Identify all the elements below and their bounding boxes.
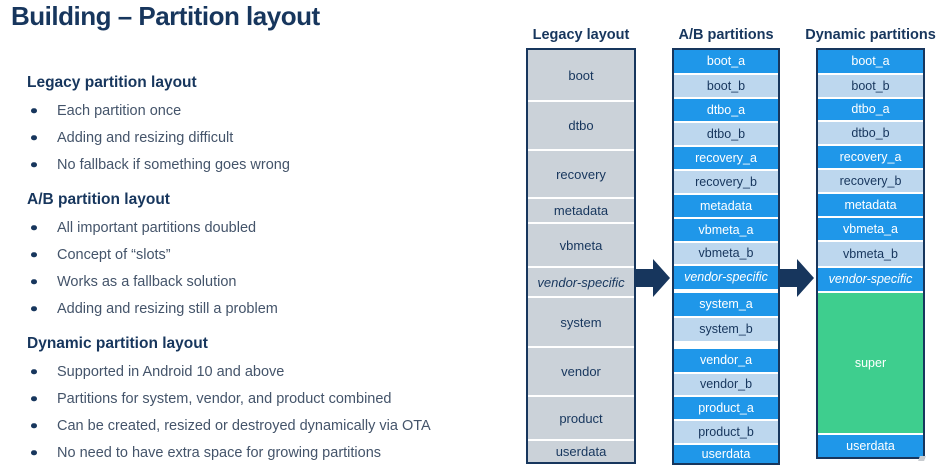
- partition-boot-a: boot_a: [818, 50, 923, 73]
- bullet-list: Each partition once Adding and resizing d…: [27, 97, 512, 178]
- partition-metadata: metadata: [818, 194, 923, 216]
- bullet-text: Can be created, resized or destroyed dyn…: [57, 417, 431, 434]
- section-heading: Dynamic partition layout: [27, 335, 208, 352]
- partition-stack: boot_a boot_b dtbo_a dtbo_b recovery_a recove…: [674, 50, 778, 463]
- section-heading: Legacy partition layout: [27, 74, 197, 91]
- partition-boot: boot: [528, 50, 634, 100]
- bullet-text: All important partitions doubled: [57, 219, 257, 236]
- partition-boot-a: boot_a: [674, 50, 778, 73]
- bullet-item: No fallback if something goes wrong: [27, 151, 512, 178]
- bullet-item: Adding and resizing difficult: [27, 124, 512, 151]
- bullet-dot-icon: [31, 395, 37, 402]
- bullet-item: No need to have extra space for growing …: [27, 439, 512, 466]
- partition-product-b: product_b: [674, 421, 778, 443]
- partition-vbmeta-a: vbmeta_a: [674, 219, 778, 241]
- section-a-b-partition-layout: A/B partition layout All important partit…: [27, 191, 512, 322]
- partition-recovery-a: recovery_a: [818, 146, 923, 168]
- bullet-item: Partitions for system, vendor, and produ…: [27, 385, 512, 412]
- partition-dtbo-b: dtbo_b: [674, 123, 778, 145]
- bullet-item: Concept of “slots”: [27, 241, 512, 268]
- partition-boot-b: boot_b: [818, 75, 923, 97]
- right-block-arrow-icon: [636, 259, 670, 297]
- bullet-dot-icon: [31, 251, 37, 258]
- partition-metadata: metadata: [674, 195, 778, 217]
- partition-userdata: userdata: [674, 445, 778, 463]
- partition-stack: boot dtbo recovery metadata vbmeta vendor-spe…: [528, 50, 634, 462]
- right-block-arrow-icon: [780, 259, 814, 297]
- bullet-text: Works as a fallback solution: [57, 273, 237, 290]
- page-corner-mark: [918, 456, 926, 461]
- partition-boot-b: boot_b: [674, 75, 778, 97]
- bullet-item: Works as a fallback solution: [27, 268, 512, 295]
- partition-userdata: userdata: [528, 441, 634, 462]
- bullet-dot-icon: [31, 224, 37, 231]
- bullet-list: All important partitions doubled Concept …: [27, 214, 512, 322]
- bullet-text: No need to have extra space for growing …: [57, 444, 382, 461]
- partition-vbmeta-a: vbmeta_a: [818, 218, 923, 240]
- partition-column-legacy: boot dtbo recovery metadata vbmeta vendor-spe…: [526, 48, 636, 464]
- partition-vbmeta: vbmeta: [528, 224, 634, 266]
- partition-vendor-specific: vendor-specific: [528, 268, 634, 296]
- bullet-dot-icon: [31, 449, 37, 456]
- bullet-dot-icon: [31, 134, 37, 141]
- partition-recovery-b: recovery_b: [674, 171, 778, 193]
- bullet-dot-icon: [31, 161, 37, 168]
- partition-recovery-a: recovery_a: [674, 147, 778, 169]
- partition-recovery-b: recovery_b: [818, 170, 923, 192]
- bullet-dot-icon: [31, 305, 37, 312]
- partition-system-a: system_a: [674, 293, 778, 316]
- bullet-panel: Legacy partition layout Each partition on…: [27, 74, 512, 466]
- bullet-text: Partitions for system, vendor, and produ…: [57, 390, 392, 407]
- bullet-dot-icon: [31, 107, 37, 114]
- partition-metadata: metadata: [528, 199, 634, 222]
- bullet-text: No fallback if something goes wrong: [57, 156, 290, 173]
- section-dynamic-partition-layout: Dynamic partition layout Supported in And…: [27, 335, 512, 466]
- bullet-item: Adding and resizing still a problem: [27, 295, 512, 322]
- column-header-ab: A/B partitions: [678, 27, 774, 43]
- bullet-item: Can be created, resized or destroyed dyn…: [27, 412, 512, 439]
- bullet-text: Concept of “slots”: [57, 246, 171, 263]
- partition-column-ab: boot_a boot_b dtbo_a dtbo_b recovery_a recove…: [672, 48, 780, 465]
- bullet-item: All important partitions doubled: [27, 214, 512, 241]
- partition-vendor-specific: vendor-specific: [818, 268, 923, 291]
- partition-vbmeta-b: vbmeta_b: [818, 242, 923, 266]
- bullet-list: Supported in Android 10 and above Partiti…: [27, 358, 512, 466]
- section-legacy-partition-layout: Legacy partition layout Each partition on…: [27, 74, 512, 178]
- bullet-item: Supported in Android 10 and above: [27, 358, 512, 385]
- partition-system: system: [528, 298, 634, 346]
- partition-vbmeta-b: vbmeta_b: [674, 243, 778, 264]
- section-heading: A/B partition layout: [27, 191, 170, 208]
- bullet-text: Each partition once: [57, 102, 182, 119]
- partition-product-a: product_a: [674, 397, 778, 419]
- partition-column-dynamic: boot_a boot_b dtbo_a dtbo_b recovery_a recove…: [816, 48, 925, 459]
- bullet-dot-icon: [31, 422, 37, 429]
- page-title: Building – Partition layout: [11, 1, 320, 31]
- partition-dtbo-a: dtbo_a: [818, 99, 923, 120]
- partition-system-b: system_b: [674, 318, 778, 341]
- partition-vendor-b: vendor_b: [674, 374, 778, 395]
- partition-recovery: recovery: [528, 151, 634, 197]
- column-header-legacy: Legacy layout: [532, 27, 630, 43]
- bullet-item: Each partition once: [27, 97, 512, 124]
- bullet-text: Supported in Android 10 and above: [57, 363, 285, 380]
- partition-dtbo-b: dtbo_b: [818, 122, 923, 144]
- partition-dtbo-a: dtbo_a: [674, 99, 778, 121]
- partition-dtbo: dtbo: [528, 102, 634, 149]
- partition-super: super: [818, 293, 923, 433]
- column-header-dynamic: Dynamic partitions: [805, 27, 936, 43]
- partition-userdata: userdata: [818, 435, 923, 457]
- bullet-dot-icon: [31, 368, 37, 375]
- partition-stack: boot_a boot_b dtbo_a dtbo_b recovery_a recove…: [818, 50, 923, 457]
- partition-vendor: vendor: [528, 348, 634, 395]
- partition-vendor-specific: vendor-specific: [674, 266, 778, 289]
- partition-product: product: [528, 397, 634, 439]
- partition-vendor-a: vendor_a: [674, 349, 778, 372]
- bullet-text: Adding and resizing still a problem: [57, 300, 278, 317]
- bullet-dot-icon: [31, 278, 37, 285]
- bullet-text: Adding and resizing difficult: [57, 129, 234, 146]
